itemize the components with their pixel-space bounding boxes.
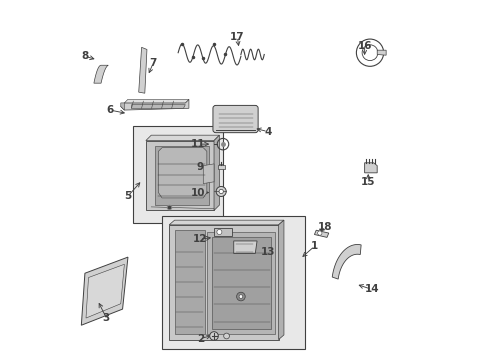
Circle shape (219, 189, 223, 194)
Polygon shape (169, 220, 284, 225)
Polygon shape (124, 99, 188, 103)
Polygon shape (376, 50, 386, 55)
Text: 7: 7 (149, 58, 157, 68)
Polygon shape (121, 103, 124, 110)
Polygon shape (206, 232, 274, 334)
Text: 14: 14 (364, 284, 378, 294)
Circle shape (209, 332, 218, 340)
Polygon shape (94, 65, 108, 83)
Text: 17: 17 (229, 32, 244, 41)
Circle shape (216, 186, 226, 197)
Text: 10: 10 (190, 188, 204, 198)
Polygon shape (314, 230, 328, 237)
Polygon shape (145, 135, 219, 140)
Text: 12: 12 (192, 234, 206, 244)
Text: 2: 2 (197, 333, 204, 343)
Circle shape (239, 295, 242, 298)
Polygon shape (364, 163, 376, 173)
Circle shape (317, 231, 321, 235)
Polygon shape (169, 225, 278, 339)
Text: 13: 13 (260, 247, 274, 257)
Polygon shape (203, 164, 214, 184)
Text: 18: 18 (317, 222, 332, 231)
Polygon shape (212, 237, 271, 329)
Polygon shape (121, 99, 188, 110)
Text: 1: 1 (310, 241, 317, 251)
Text: 8: 8 (81, 51, 88, 61)
Polygon shape (174, 230, 204, 334)
Text: 16: 16 (357, 41, 371, 50)
Polygon shape (331, 244, 361, 279)
Text: 6: 6 (106, 105, 113, 115)
FancyBboxPatch shape (212, 105, 258, 133)
Text: 4: 4 (264, 127, 271, 136)
Circle shape (236, 292, 244, 301)
Polygon shape (214, 228, 231, 235)
Polygon shape (217, 165, 224, 169)
Polygon shape (158, 148, 206, 198)
Circle shape (223, 333, 229, 339)
Polygon shape (145, 140, 214, 211)
Text: 11: 11 (190, 139, 204, 149)
Polygon shape (155, 146, 208, 205)
Polygon shape (278, 220, 284, 339)
Text: 3: 3 (102, 313, 110, 323)
Polygon shape (214, 135, 219, 211)
Polygon shape (86, 264, 124, 318)
Bar (162, 216, 305, 348)
Polygon shape (139, 47, 147, 93)
Text: 9: 9 (196, 162, 203, 172)
Bar (133, 126, 223, 223)
Text: 15: 15 (360, 177, 375, 187)
Text: 5: 5 (124, 191, 131, 201)
Polygon shape (233, 241, 257, 253)
Polygon shape (81, 257, 128, 325)
Polygon shape (131, 105, 185, 108)
Circle shape (217, 229, 222, 234)
